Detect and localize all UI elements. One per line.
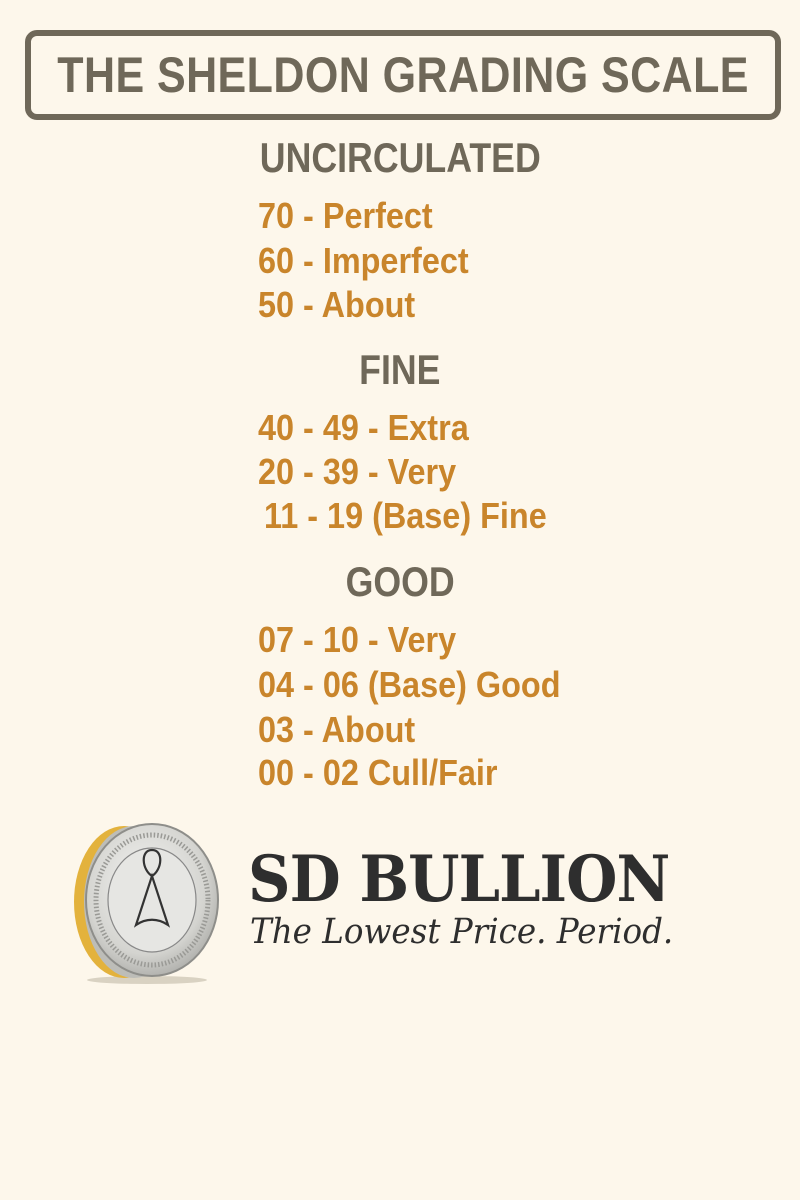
grade-item: 50 - About — [258, 284, 416, 325]
grade-item: 04 - 06 (Base) Good — [258, 664, 561, 705]
section-heading-uncirculated: UNCIRCULATED — [0, 134, 800, 182]
brand-name: SD BULLION — [248, 842, 670, 917]
heading-text: UNCIRCULATED — [259, 134, 541, 181]
section-heading-fine: FINE — [0, 346, 800, 394]
grade-item: 00 - 02 Cull/Fair — [258, 752, 498, 793]
grade-item: 07 - 10 - Very — [258, 619, 457, 660]
grade-item: 40 - 49 - Extra — [258, 407, 469, 448]
grade-item: 60 - Imperfect — [258, 240, 469, 281]
brand-tagline: The Lowest Price. Period. — [250, 912, 674, 952]
heading-text: GOOD — [345, 558, 455, 605]
grade-item: 03 - About — [258, 709, 416, 750]
grade-item: 20 - 39 - Very — [258, 451, 457, 492]
title-box: THE SHELDON GRADING SCALE — [25, 30, 781, 120]
heading-text: FINE — [359, 346, 441, 393]
grade-item: 11 - 19 (Base) Fine — [264, 495, 547, 536]
coin-icon — [62, 820, 222, 985]
grade-item: 70 - Perfect — [258, 195, 433, 236]
page-title: THE SHELDON GRADING SCALE — [31, 36, 775, 114]
page-title-text: THE SHELDON GRADING SCALE — [57, 47, 749, 103]
section-heading-good: GOOD — [0, 558, 800, 606]
